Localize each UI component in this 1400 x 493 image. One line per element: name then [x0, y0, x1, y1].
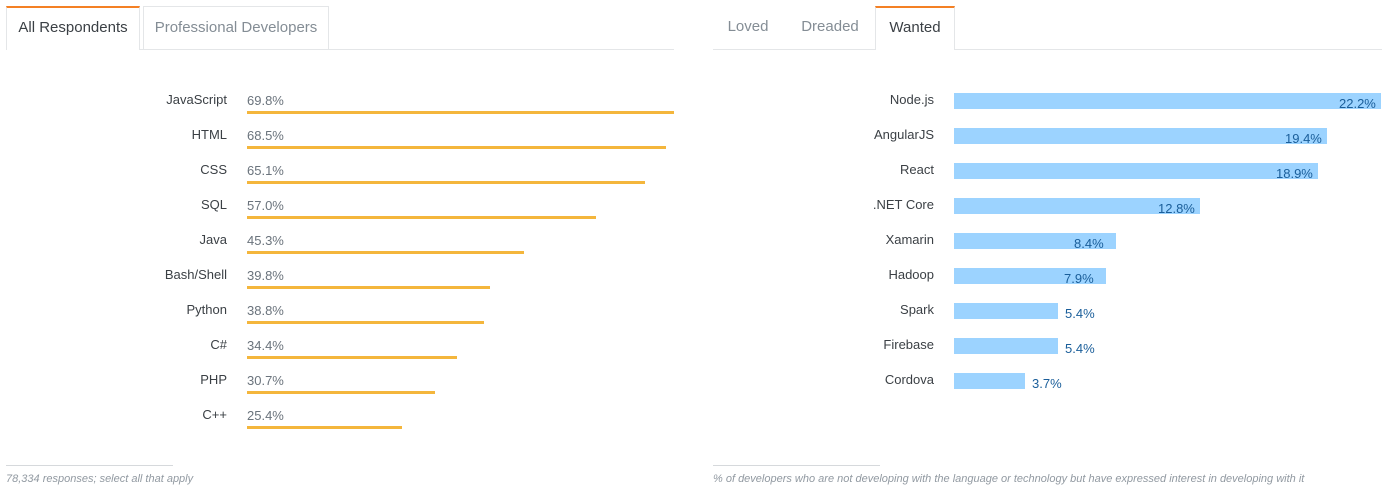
value-label: 19.4%	[1285, 131, 1322, 146]
value-label: 38.8%	[247, 303, 284, 318]
value-label: 7.9%	[1064, 271, 1094, 286]
value-label: 18.9%	[1276, 166, 1313, 181]
footnote-divider	[6, 465, 173, 466]
category-label: CSS	[200, 162, 227, 177]
category-label: Java	[199, 232, 227, 247]
category-label: Xamarin	[885, 232, 934, 247]
bar	[247, 146, 666, 149]
bar	[247, 111, 674, 114]
category-label: JavaScript	[166, 92, 227, 107]
category-label: Cordova	[884, 372, 934, 387]
tab-all-respondents[interactable]: All Respondents	[6, 6, 140, 50]
bar	[954, 268, 1106, 284]
category-label: C#	[210, 337, 227, 352]
bar	[954, 233, 1116, 249]
bar	[954, 198, 1200, 214]
value-label: 34.4%	[247, 338, 284, 353]
right-tab-bar: Loved Dreaded Wanted	[713, 6, 1382, 50]
bar	[247, 181, 645, 184]
value-label: 3.7%	[1032, 376, 1062, 391]
category-label: PHP	[200, 372, 227, 387]
bar	[954, 128, 1327, 144]
category-label: Python	[186, 302, 227, 317]
value-label: 68.5%	[247, 128, 284, 143]
bar	[954, 338, 1058, 354]
value-label: 30.7%	[247, 373, 284, 388]
tab-wanted[interactable]: Wanted	[875, 6, 955, 50]
bar	[247, 286, 490, 289]
bar	[247, 426, 402, 429]
category-label: Spark	[900, 302, 934, 317]
value-label: 69.8%	[247, 93, 284, 108]
category-label: Node.js	[889, 92, 934, 107]
category-label: AngularJS	[874, 127, 934, 142]
value-label: 57.0%	[247, 198, 284, 213]
bar	[954, 303, 1058, 319]
value-label: 5.4%	[1065, 341, 1095, 356]
tab-dreaded[interactable]: Dreaded	[789, 6, 871, 49]
left-tab-bar: All Respondents Professional Developers	[6, 6, 674, 50]
footnote: % of developers who are not developing w…	[713, 473, 1305, 485]
right-panel: Loved Dreaded Wanted Node.js 22.2% Angular…	[713, 0, 1382, 493]
tab-professional-developers[interactable]: Professional Developers	[143, 6, 329, 49]
category-label: SQL	[200, 197, 227, 212]
bar	[247, 391, 435, 394]
footnote-divider	[713, 465, 880, 466]
tab-loved[interactable]: Loved	[713, 6, 783, 49]
value-label: 65.1%	[247, 163, 284, 178]
bar	[954, 93, 1381, 109]
category-label: .NET Core	[872, 197, 934, 212]
value-label: 12.8%	[1158, 201, 1195, 216]
value-label: 45.3%	[247, 233, 284, 248]
category-label: Hadoop	[888, 267, 934, 282]
bar	[247, 356, 457, 359]
value-label: 8.4%	[1074, 236, 1104, 251]
category-label: React	[900, 162, 934, 177]
footnote: 78,334 responses; select all that apply	[6, 473, 194, 485]
left-panel: All Respondents Professional Developers …	[6, 0, 674, 493]
bar	[247, 216, 596, 219]
value-label: 39.8%	[247, 268, 284, 283]
category-label: Bash/Shell	[164, 267, 227, 282]
category-label: C++	[202, 407, 227, 422]
value-label: 5.4%	[1065, 306, 1095, 321]
value-label: 22.2%	[1339, 96, 1376, 111]
bar	[954, 163, 1318, 179]
bar	[247, 251, 524, 254]
value-label: 25.4%	[247, 408, 284, 423]
bar	[247, 321, 484, 324]
category-label: HTML	[191, 127, 227, 142]
bar	[954, 373, 1025, 389]
category-label: Firebase	[883, 337, 934, 352]
